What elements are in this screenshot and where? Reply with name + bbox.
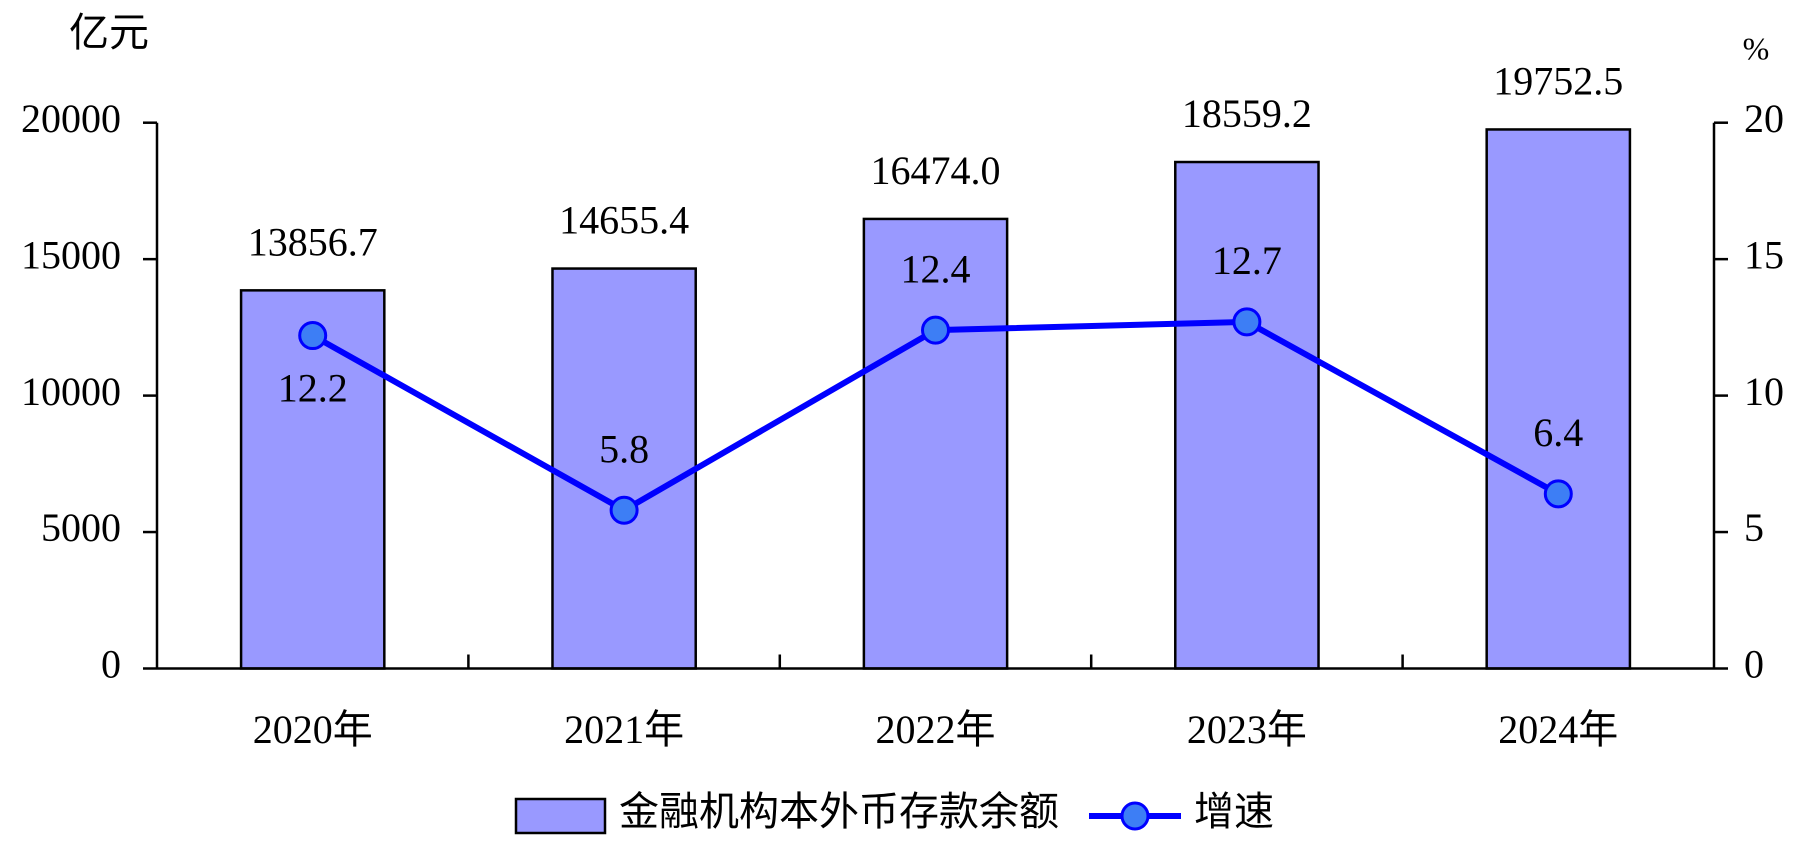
y2-tick-label: 5	[1744, 505, 1764, 550]
bar-value-label: 13856.7	[248, 220, 378, 265]
line-marker	[609, 495, 639, 525]
bar	[551, 267, 697, 670]
bar	[1174, 160, 1320, 670]
y2-axis-unit: %	[1743, 30, 1770, 66]
legend-swatch	[514, 797, 607, 835]
bar	[1485, 128, 1632, 670]
y-tick-label: 15000	[21, 232, 121, 277]
x-tick-label: 2024年	[1498, 707, 1618, 752]
line-value-label: 12.4	[901, 246, 971, 291]
y-axis-unit: 亿元	[69, 10, 149, 55]
line-value-label: 5.8	[599, 426, 649, 471]
bar-value-label: 14655.4	[559, 198, 689, 243]
x-tick-label: 2023年	[1187, 707, 1307, 752]
y2-tick-label: 0	[1744, 642, 1764, 687]
x-tick-label: 2022年	[876, 707, 996, 752]
x-tick-label: 2021年	[564, 707, 684, 752]
bar-value-label: 16474.0	[871, 148, 1001, 193]
y2-tick-label: 10	[1744, 369, 1784, 414]
line-value-label: 12.7	[1212, 238, 1282, 283]
legend-label: 增速	[1194, 789, 1274, 834]
y2-tick-label: 15	[1744, 232, 1784, 277]
y-tick-label: 5000	[41, 505, 121, 550]
legend-label: 金融机构本外币存款余额	[619, 789, 1059, 834]
bar-value-label: 18559.2	[1182, 91, 1312, 136]
bar-value-label: 19752.5	[1493, 59, 1623, 104]
y-tick-label: 10000	[21, 369, 121, 414]
line-marker	[921, 315, 950, 345]
line-value-label: 6.4	[1533, 410, 1583, 455]
y-tick-label: 0	[101, 642, 121, 687]
y-tick-label: 20000	[21, 96, 121, 141]
bar	[862, 217, 1009, 670]
line-marker	[298, 321, 328, 351]
y2-tick-label: 20	[1744, 96, 1784, 141]
line-marker	[1543, 479, 1573, 509]
legend-marker	[1120, 801, 1150, 831]
x-tick-label: 2020年	[253, 707, 373, 752]
line-value-label: 12.2	[278, 366, 348, 411]
line-marker	[1232, 307, 1262, 337]
bar	[239, 289, 386, 670]
